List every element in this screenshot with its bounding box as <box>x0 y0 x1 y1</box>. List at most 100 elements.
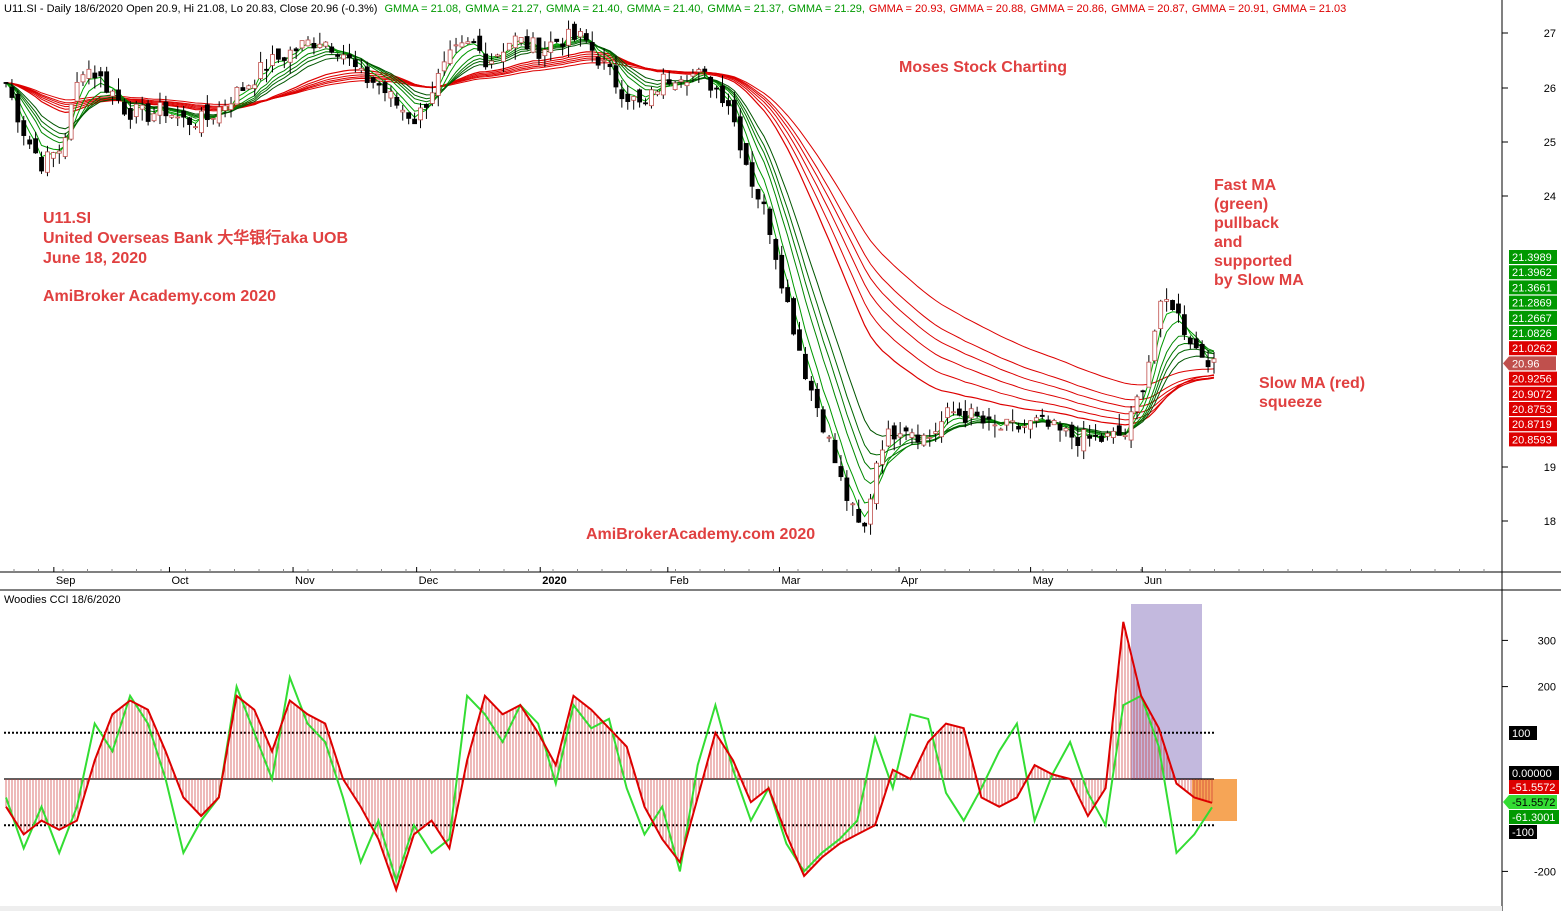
candle-body <box>613 65 619 88</box>
candle-body <box>453 44 459 47</box>
gmma-right-label: 21.0262 <box>1512 343 1552 355</box>
candle-body <box>483 53 489 68</box>
candle-body <box>897 433 903 438</box>
candle-body <box>370 77 376 83</box>
annotation-moses: Moses Stock Charting <box>899 59 1067 76</box>
candle-body <box>133 103 139 117</box>
candle-body <box>92 72 98 79</box>
gmma-label-bg <box>1509 417 1557 432</box>
candle-body <box>1004 418 1010 426</box>
candle-body <box>1140 390 1146 393</box>
candle-body <box>666 79 672 85</box>
header-gmma-value: GMMA = 21.08, <box>384 3 461 15</box>
cci-right-label: -51.5572 <box>1512 797 1555 809</box>
candle-body <box>826 436 832 439</box>
candle-body <box>1057 424 1063 431</box>
cci-right-label: 0.00000 <box>1512 768 1552 780</box>
candle-body <box>1022 425 1027 428</box>
annotation-slow-ma-1: Slow MA (red) <box>1259 375 1365 392</box>
candle-body <box>1105 432 1110 437</box>
gmma-label-bg <box>1509 280 1557 295</box>
candle-body <box>1075 437 1081 446</box>
header-gmma-value: GMMA = 20.88, <box>950 3 1027 15</box>
cci-label-bg <box>1509 780 1559 794</box>
candle-body <box>175 116 181 119</box>
candle-body <box>980 415 986 424</box>
annotation-ticker: U11.SI <box>43 210 91 227</box>
annotation-site-left: AmiBroker Academy.com 2020 <box>43 288 276 305</box>
candle-body <box>1199 343 1205 358</box>
candle-body <box>435 73 441 96</box>
annotation-company: United Overseas Bank 大华银行aka UOB <box>43 228 348 247</box>
header-gmma-value: GMMA = 20.86, <box>1030 3 1107 15</box>
header-gmma-value: GMMA = 21.03 <box>1273 3 1347 15</box>
candle-body <box>850 503 856 506</box>
candle-body <box>1010 420 1016 423</box>
candle-body <box>1099 435 1104 442</box>
candle-body <box>761 201 767 205</box>
gmma-label-bg <box>1509 386 1557 401</box>
candle-body <box>1093 434 1098 437</box>
candle-body <box>74 81 80 102</box>
candle-body <box>477 35 483 51</box>
candle-body <box>572 23 577 40</box>
date-tick-label: Sep <box>56 575 76 587</box>
candle-body <box>341 54 346 60</box>
candle-body <box>696 69 702 73</box>
cci-red-line <box>5 621 1213 894</box>
candle-body <box>459 42 465 48</box>
candle-body <box>293 48 299 52</box>
candle-body <box>595 56 601 66</box>
candle-body <box>157 102 163 116</box>
gmma-label-bg <box>1509 432 1557 447</box>
annotation-fast-ma-5: supported <box>1214 253 1292 270</box>
date-tick-label: Oct <box>171 575 188 587</box>
candle-body <box>145 103 151 122</box>
gmma-right-label: 20.9256 <box>1512 374 1552 386</box>
candle-body <box>127 108 133 120</box>
header-gmma-value: GMMA = 20.93, <box>869 3 946 15</box>
header-gmma-value: GMMA = 21.40, <box>546 3 623 15</box>
candle-body <box>258 62 264 79</box>
date-tick-label: Apr <box>901 575 918 587</box>
candle-body <box>240 87 246 91</box>
gmma-right-label: 21.2869 <box>1512 298 1552 310</box>
cci-lines <box>5 621 1213 894</box>
candle-body <box>1176 303 1181 314</box>
candle-body <box>885 428 891 447</box>
candle-body <box>654 91 660 95</box>
cci-right-label: -61.3001 <box>1512 812 1555 824</box>
candle-body <box>50 152 56 159</box>
candle-body <box>974 411 980 417</box>
header-gmma-value: GMMA = 20.91, <box>1192 3 1269 15</box>
candle-body <box>246 85 252 90</box>
candle-body <box>264 68 269 71</box>
candle-body <box>1211 358 1217 363</box>
candle-body <box>554 38 560 42</box>
gmma-label-bg <box>1509 265 1557 280</box>
gmma-label-bg <box>1509 326 1557 340</box>
header-gmma-value: GMMA = 21.40, <box>627 3 704 15</box>
candle-body <box>797 329 802 351</box>
gmma-right-label: 21.3661 <box>1512 282 1552 294</box>
candle-body <box>1116 425 1122 436</box>
candle-body <box>577 31 583 38</box>
candle-body <box>163 101 169 117</box>
candle-body <box>951 411 956 414</box>
candle-body <box>868 498 873 525</box>
annotation-fast-ma-1: Fast MA <box>1214 177 1277 194</box>
header-gmma-value: GMMA = 21.29, <box>788 3 865 15</box>
candle-body <box>447 49 453 64</box>
candle-body <box>933 431 939 434</box>
candle-body <box>791 298 796 335</box>
gmma-right-label: 20.8593 <box>1512 434 1552 446</box>
date-tick-label: Feb <box>670 575 689 587</box>
candle-body <box>773 239 779 260</box>
candle-body <box>601 60 607 62</box>
candle-body <box>1110 430 1116 438</box>
candle-body <box>506 42 512 51</box>
candle-body <box>347 54 352 59</box>
scrollbar-track[interactable] <box>0 906 1502 911</box>
candle-body <box>512 35 518 49</box>
date-tick-label: Nov <box>295 575 315 587</box>
